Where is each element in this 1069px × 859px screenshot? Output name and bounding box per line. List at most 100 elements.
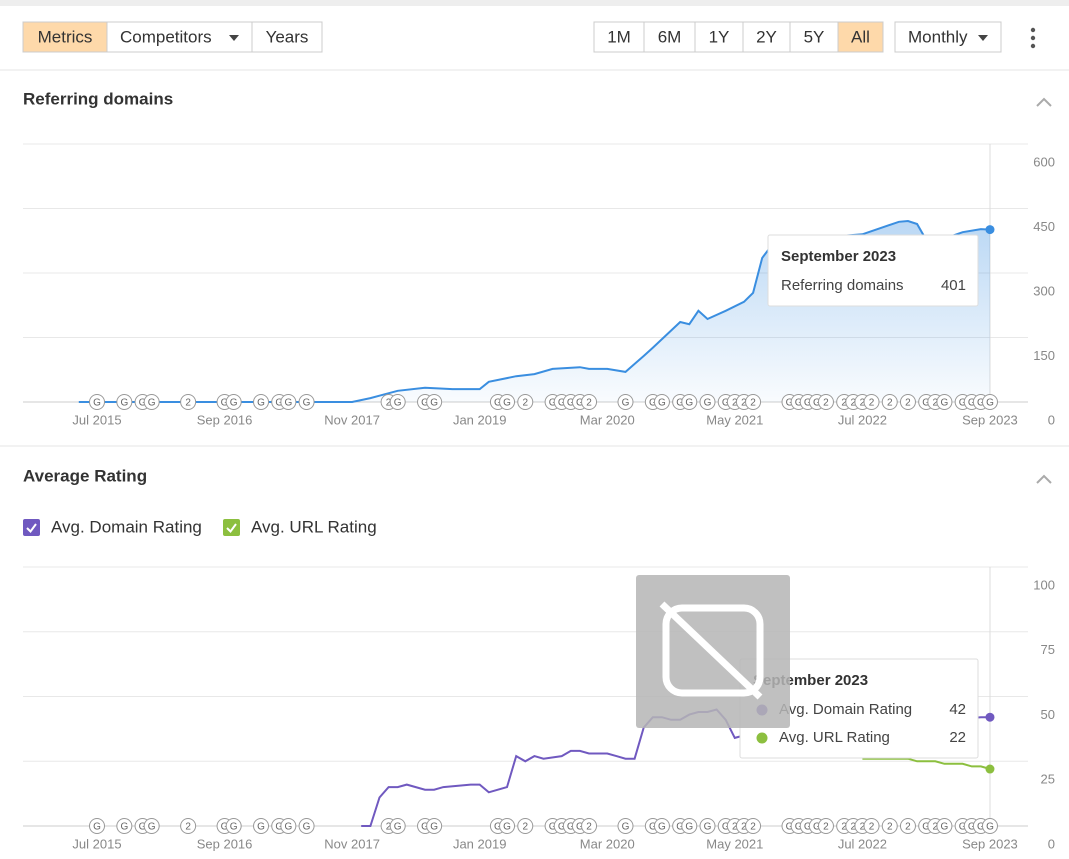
event-marker[interactable] (617, 394, 634, 410)
event-marker[interactable] (899, 818, 916, 834)
event-marker[interactable] (253, 394, 270, 410)
collapse-icon[interactable] (1036, 97, 1052, 107)
event-marker[interactable] (280, 394, 297, 410)
event-marker[interactable] (225, 818, 242, 834)
event-label: G (430, 822, 438, 833)
event-label: G (658, 822, 666, 833)
x-tick-label: Jul 2022 (838, 836, 887, 851)
event-marker[interactable] (225, 394, 242, 410)
event-label: G (804, 822, 812, 833)
event-marker[interactable] (499, 818, 516, 834)
button[interactable] (694, 21, 744, 53)
event-marker[interactable] (653, 394, 670, 410)
event-marker[interactable] (180, 818, 197, 834)
button-label: Years (266, 27, 309, 46)
event-label: G (221, 822, 229, 833)
event-marker[interactable] (863, 394, 880, 410)
event-marker[interactable] (617, 818, 634, 834)
tooltip (767, 234, 979, 307)
button[interactable] (593, 21, 645, 53)
event-marker[interactable] (936, 818, 953, 834)
event-marker[interactable] (981, 394, 998, 410)
more-menu[interactable] (1030, 27, 1036, 49)
event-marker[interactable] (681, 394, 698, 410)
event-label: G (284, 822, 292, 833)
event-label: G (120, 398, 128, 409)
event-marker[interactable] (863, 818, 880, 834)
event-marker[interactable] (699, 818, 716, 834)
event-marker[interactable] (517, 394, 534, 410)
event-label: G (804, 398, 812, 409)
event-marker[interactable] (745, 818, 762, 834)
event-marker[interactable] (517, 818, 534, 834)
event-marker[interactable] (499, 394, 516, 410)
event-label: G (704, 398, 712, 409)
event-label: 2 (522, 398, 528, 409)
event-marker[interactable] (581, 818, 598, 834)
event-label: 2 (750, 822, 756, 833)
chart-title: Average Rating (23, 466, 147, 485)
event-label: 2 (185, 822, 191, 833)
legend-checkbox[interactable] (223, 519, 240, 536)
event-marker[interactable] (817, 818, 834, 834)
event-marker[interactable] (298, 394, 315, 410)
x-tick-label: Jul 2015 (72, 412, 121, 427)
event-marker[interactable] (426, 818, 443, 834)
tooltip-label: Avg. Domain Rating (779, 701, 912, 718)
event-label: G (941, 398, 949, 409)
event-marker[interactable] (253, 818, 270, 834)
x-tick-label: Jan 2019 (453, 412, 507, 427)
event-marker[interactable] (389, 818, 406, 834)
y-tick-label: 300 (1033, 283, 1055, 298)
event-marker[interactable] (681, 818, 698, 834)
event-marker[interactable] (89, 818, 105, 834)
x-tick-label: Mar 2020 (580, 412, 635, 427)
button-label: Metrics (38, 27, 93, 46)
event-marker[interactable] (143, 394, 160, 410)
event-label: G (795, 822, 803, 833)
event-marker[interactable] (116, 394, 133, 410)
x-tick-label: Jul 2022 (838, 412, 887, 427)
event-marker[interactable] (699, 394, 716, 410)
x-tick-label: Sep 2023 (962, 836, 1018, 851)
x-tick-label: Sep 2016 (197, 836, 253, 851)
event-marker[interactable] (817, 394, 834, 410)
event-marker[interactable] (116, 818, 133, 834)
button[interactable] (251, 21, 323, 53)
event-label: G (284, 398, 292, 409)
x-tick-label: Sep 2016 (197, 412, 253, 427)
x-tick-label: May 2021 (706, 412, 763, 427)
event-marker[interactable] (881, 818, 898, 834)
collapse-icon[interactable] (1036, 474, 1052, 484)
event-marker[interactable] (936, 394, 953, 410)
event-marker[interactable] (298, 818, 315, 834)
event-marker[interactable] (745, 394, 762, 410)
event-marker[interactable] (581, 394, 598, 410)
event-label: G (230, 398, 238, 409)
event-label: 2 (586, 398, 592, 409)
event-label: G (676, 822, 684, 833)
button[interactable] (106, 21, 253, 53)
event-marker[interactable] (899, 394, 916, 410)
event-marker[interactable] (653, 818, 670, 834)
event-marker[interactable] (280, 818, 297, 834)
event-label: G (549, 398, 557, 409)
event-label: G (622, 398, 630, 409)
event-label: 2 (851, 398, 857, 409)
event-label: G (649, 398, 657, 409)
event-marker[interactable] (143, 818, 160, 834)
button[interactable] (789, 21, 839, 53)
event-label: G (986, 398, 994, 409)
event-label: 2 (586, 822, 592, 833)
event-marker[interactable] (981, 818, 998, 834)
legend-checkbox[interactable] (23, 519, 40, 536)
x-tick-label: Nov 2017 (324, 836, 380, 851)
event-marker[interactable] (881, 394, 898, 410)
event-label: G (148, 822, 156, 833)
button[interactable] (643, 21, 696, 53)
event-marker[interactable] (89, 394, 105, 410)
event-marker[interactable] (180, 394, 197, 410)
button[interactable] (837, 21, 884, 53)
event-marker[interactable] (389, 394, 406, 410)
event-marker[interactable] (426, 394, 443, 410)
